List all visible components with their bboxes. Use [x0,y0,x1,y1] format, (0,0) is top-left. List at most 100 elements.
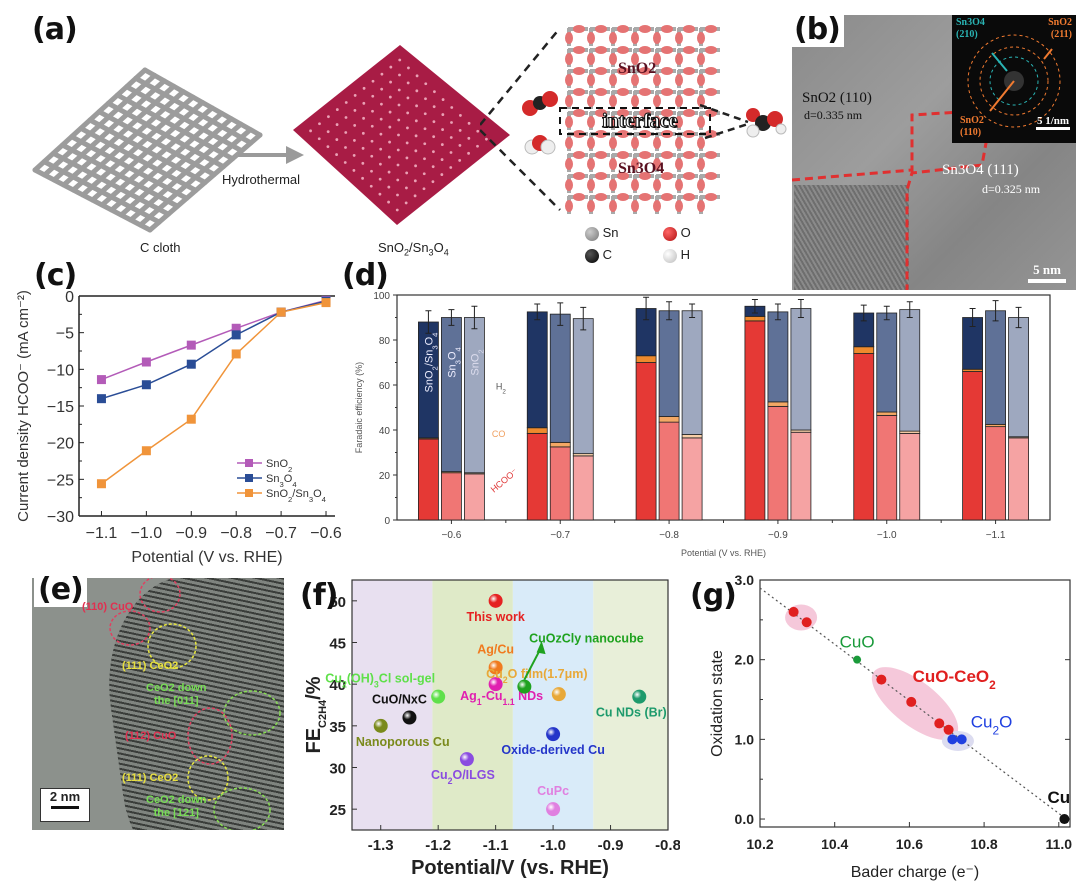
o-atom [595,46,607,54]
o-atom [639,193,651,201]
bar-co [744,315,766,322]
o-atom [595,109,607,117]
o-atom [653,116,661,128]
o-atom [639,109,651,117]
point-label: Oxide-derived Cu [501,743,605,757]
cloth-pore [476,144,479,148]
zone-axis-011: the [011] [153,695,199,707]
panel-b: (b) SnO2 (110) d=0.335 nm Sn3O4 (111) d=… [790,10,1080,290]
cloth-pore [440,143,444,146]
o-atom [661,25,673,33]
cloth-pore [423,142,427,146]
scale-bar-b: 5 nm [1028,262,1066,283]
legend-label: SnO2 [266,458,292,474]
point-label: This work [466,610,524,624]
background-band [512,580,594,830]
cloth-pore [396,148,400,152]
o-atom [565,158,573,170]
cloth-pore [318,122,321,126]
hydrothermal-arrow-icon [238,146,304,164]
data-point [488,677,503,692]
cloth-pore [326,145,330,149]
o-atom [705,172,717,180]
legend-h: H [680,247,691,262]
cloth-pore [398,73,401,77]
cloth-pore [440,173,444,176]
o-atom [675,179,683,191]
panel-e: (e) (110) CuO (111) CeO2 CeO2 down the [0… [0,570,290,860]
cloth-pore [362,101,366,105]
bar-sample-label: Sn3O4 [446,346,462,377]
cloth-pore [335,108,339,111]
cloth-pore [389,65,393,69]
o-atom [609,137,617,149]
x-tick-label: −0.7 [550,530,570,541]
bar-hcoo [658,421,680,521]
cloth-pore [467,121,471,125]
cloth-pore [370,124,374,128]
cloth-pore [380,87,384,91]
ceo2-down-text-2: CeO2 down [146,794,207,806]
cloth-pore [396,193,399,197]
o-atom [697,95,705,107]
cloth-pore [353,139,356,142]
bar-hcoo [790,431,812,521]
x-tick-label: −1.0 [131,525,163,542]
highlight-region-high [785,604,818,631]
inset-scale-bar: 5 1/nm [1036,115,1070,130]
bar-hcoo [418,438,439,521]
cloth-pore [404,201,408,205]
o-atom [587,74,595,86]
cloth-fiber [142,67,263,138]
o-atom [661,88,673,96]
plot-frame [759,579,1071,828]
cloth-pore [335,123,339,126]
bar-h2 [985,310,1006,425]
cloth-pore [396,178,400,182]
data-point [96,479,106,489]
o-atom [653,95,661,107]
x-tick-label: −0.8 [659,530,679,541]
bar-hcoo [441,472,462,521]
particle-outlines [109,578,281,830]
hydrothermal-label: Hydrothermal [222,172,301,187]
bar-h2 [899,309,921,432]
o-atom [595,88,607,96]
cloth-pore [415,104,418,108]
o-atom [587,32,595,44]
bar-sample-label: SnO2/Sn3O4 [423,332,439,393]
cloth-pore [414,119,418,123]
x-tick-label: 10.4 [821,836,848,852]
o-atom [631,179,639,191]
zone-axis-121: the [121] [153,807,199,819]
cloth-pore [335,138,339,141]
x-tick-label: −0.8 [220,525,252,542]
o-atom [675,95,683,107]
bar-co [635,355,657,363]
cloth-pore [433,90,436,94]
o-atom [639,151,651,159]
panel-label-a: (a) [32,12,78,47]
cloth-pore [353,94,357,97]
bar-h2 [876,312,898,413]
inset-sn3o4-label: Sn3O4 (210) [956,17,985,41]
scale-bar-e: 2 nm [40,788,90,822]
data-point [431,689,446,704]
o-atom [565,200,573,212]
cloth-pore [424,97,427,101]
inset-sno2-211-index: (211) [1050,29,1072,40]
x-tick-label: −1.0 [877,530,897,541]
cloth-pore [370,169,373,173]
cloth-pore [326,130,330,134]
cloth-pore [414,134,418,138]
panel-a: (a) C cloth Hydrothermal SnO2/Sn3O4 SnO2… [0,0,787,263]
zoom-dashed-lines [480,27,561,211]
y-tick-label: 35 [329,719,346,736]
o-atom [631,74,639,86]
y-tick-label: 40 [329,677,346,694]
panel-label-f: (f) [300,578,338,613]
bar-hcoo [962,371,983,521]
cloth-pore [395,208,399,212]
ceo2-down-text-1: CeO2 down [146,682,207,694]
o-atom [697,32,705,44]
